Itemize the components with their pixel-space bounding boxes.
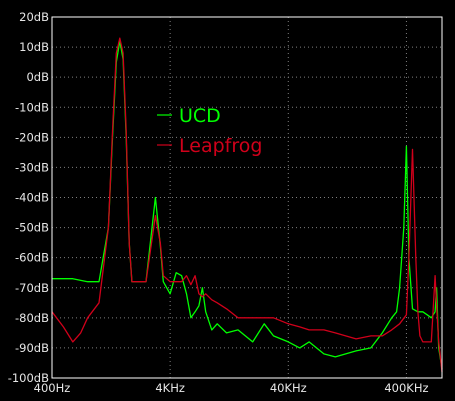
y-tick-label: -10dB [15, 100, 49, 114]
y-tick-label: 10dB [19, 40, 49, 54]
series-line-leapfrog [51, 37, 443, 373]
plot-frame [51, 16, 443, 379]
x-tick-label: 40KHz [270, 381, 307, 395]
y-tick-label: 0dB [26, 70, 49, 84]
series-layer [51, 37, 443, 373]
x-tick-label: 400Hz [34, 381, 71, 395]
y-tick-label: -80dB [15, 311, 49, 325]
y-tick-label: -100dB [8, 371, 49, 385]
y-tick-label: 20dB [19, 10, 49, 24]
y-tick-label: -90dB [15, 341, 49, 355]
legend-label-leapfrog: Leapfrog [179, 135, 262, 157]
y-tick-label: -20dB [15, 130, 49, 144]
y-tick-labels: 20dB 10dB 0dB -10dB -20dB -30dB -40dB -50dB -60d… [8, 10, 49, 385]
y-tick-label: -60dB [15, 251, 49, 265]
x-tick-label: 4KHz [155, 381, 185, 395]
legend-label-ucd: UCD [179, 105, 221, 127]
legend: UCD Leapfrog [157, 105, 262, 157]
y-tick-label: -50dB [15, 221, 49, 235]
y-tick-label: -70dB [15, 281, 49, 295]
x-tick-labels: 400Hz 4KHz 40KHz 400KHz [34, 381, 429, 395]
x-tick-label: 400KHz [384, 381, 428, 395]
y-tick-label: -40dB [15, 191, 49, 205]
y-tick-label: -30dB [15, 160, 49, 174]
